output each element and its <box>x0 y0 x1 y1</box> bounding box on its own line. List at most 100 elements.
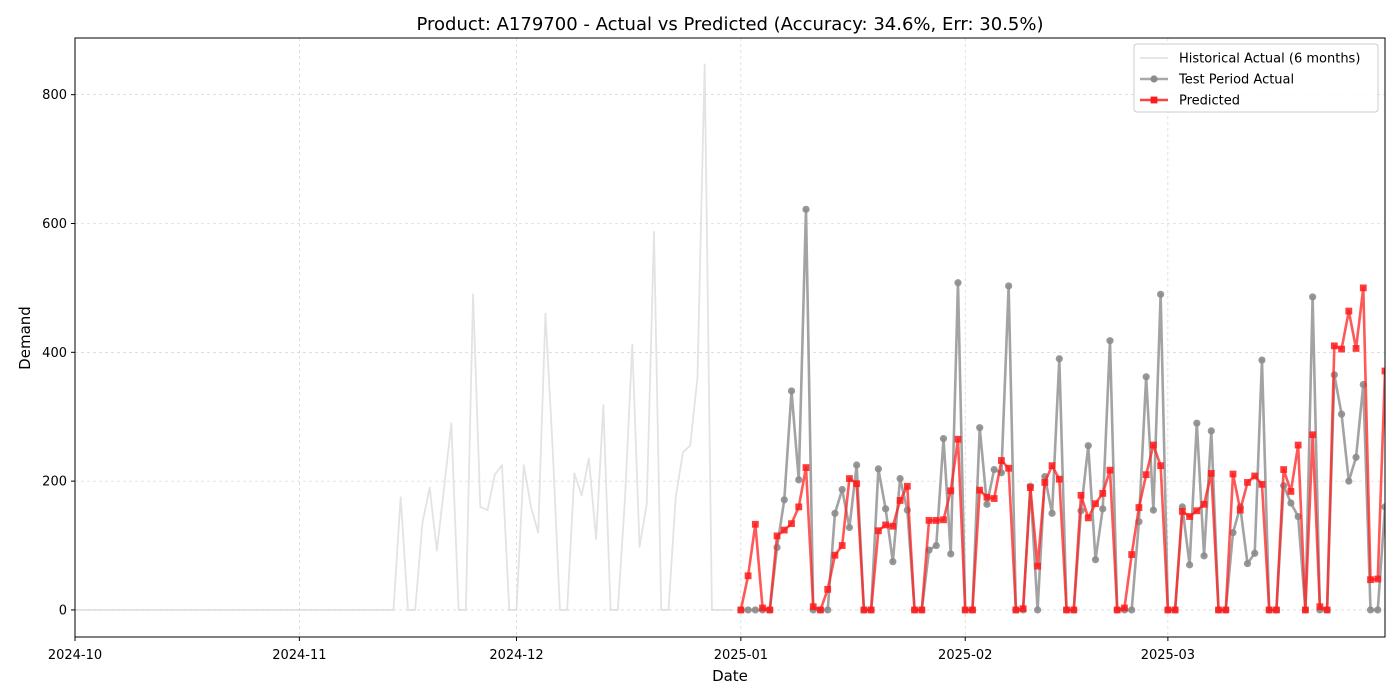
data-point <box>1121 604 1128 612</box>
y-tick-label: 600 <box>42 217 67 232</box>
data-point <box>1099 505 1107 513</box>
data-point <box>787 387 796 395</box>
legend-item: Predicted <box>1140 94 1240 109</box>
data-point <box>1041 479 1049 486</box>
series-0 <box>75 63 734 611</box>
data-point <box>889 558 897 566</box>
data-point <box>1113 606 1121 614</box>
data-point <box>1338 345 1345 353</box>
data-point <box>1149 441 1157 449</box>
data-point <box>1106 466 1114 474</box>
data-point <box>1345 307 1353 315</box>
data-point <box>1149 506 1157 514</box>
data-point <box>1323 606 1331 614</box>
x-tick-label: 2024-11 <box>272 648 326 663</box>
data-point <box>874 465 882 473</box>
data-point <box>1033 606 1042 614</box>
data-point <box>744 606 752 614</box>
data-point <box>1301 606 1309 614</box>
data-point <box>1128 551 1136 558</box>
data-point <box>780 526 788 534</box>
data-point <box>1142 471 1150 479</box>
legend-frame <box>1133 43 1379 113</box>
data-point <box>845 523 854 532</box>
data-point <box>1359 284 1367 292</box>
plot-area-frame <box>74 37 1386 638</box>
data-point <box>846 475 853 482</box>
data-point <box>1287 488 1295 495</box>
y-tick-label: 800 <box>42 88 67 103</box>
data-point <box>1251 472 1259 480</box>
data-point <box>1034 562 1041 570</box>
data-point <box>1063 606 1070 614</box>
data-point <box>809 603 817 611</box>
data-point <box>990 465 998 474</box>
chart-title: Product: A179700 - Actual vs Predicted (… <box>416 14 1043 35</box>
data-point <box>1236 506 1244 514</box>
data-point <box>744 572 752 580</box>
data-point <box>954 435 962 443</box>
y-tick-label: 200 <box>42 475 67 490</box>
data-point <box>795 503 803 511</box>
data-point <box>1374 606 1382 614</box>
data-point <box>939 435 948 443</box>
legend-item: Test Period Actual <box>1140 73 1294 88</box>
data-point <box>1186 513 1193 520</box>
data-point <box>1128 606 1136 614</box>
data-point <box>1316 603 1324 611</box>
data-point <box>1091 556 1100 564</box>
legend-swatch-marker <box>1150 96 1158 104</box>
data-point <box>1084 442 1092 450</box>
data-point <box>961 606 969 614</box>
data-point <box>1381 503 1385 511</box>
data-point <box>940 516 947 524</box>
data-point <box>1048 462 1056 470</box>
data-point <box>969 606 976 614</box>
data-point <box>795 476 803 484</box>
data-point <box>954 279 962 287</box>
data-point <box>824 585 832 593</box>
data-point <box>1330 342 1338 350</box>
data-point <box>998 457 1005 464</box>
y-tick-label: 0 <box>59 603 67 618</box>
legend-swatch-marker <box>1150 75 1158 83</box>
data-point <box>896 474 904 483</box>
data-point <box>1026 484 1034 491</box>
data-point <box>976 424 984 432</box>
data-point <box>889 522 897 530</box>
legend: Historical Actual (6 months) Test Period … <box>1133 43 1379 113</box>
data-point <box>983 493 991 501</box>
data-point <box>1381 367 1385 375</box>
data-point <box>1207 470 1215 477</box>
data-point <box>1366 606 1375 614</box>
data-point <box>831 509 839 517</box>
data-point <box>983 500 991 508</box>
data-point <box>874 527 882 535</box>
data-point <box>1171 606 1179 614</box>
series-line <box>739 286 1385 612</box>
data-point <box>1055 475 1063 483</box>
data-point <box>1374 575 1382 583</box>
legend-item: Historical Actual (6 months) <box>1140 52 1360 67</box>
data-point <box>947 487 955 495</box>
data-point <box>1084 514 1092 522</box>
data-point <box>788 520 795 528</box>
data-point <box>1099 489 1107 497</box>
data-point <box>802 205 810 213</box>
data-point <box>1258 356 1266 364</box>
data-point <box>1337 410 1346 418</box>
data-point <box>773 532 781 540</box>
data-point <box>947 550 955 558</box>
x-tick-label: 2024-10 <box>48 648 102 663</box>
data-point <box>838 542 846 549</box>
data-point <box>1265 606 1273 614</box>
data-point <box>1142 373 1150 381</box>
data-point <box>1005 282 1013 290</box>
x-axis-label: Date <box>712 667 748 685</box>
series-line <box>75 63 734 611</box>
data-point <box>1070 606 1078 614</box>
y-tick-label: 400 <box>42 346 67 361</box>
data-point <box>1135 504 1143 511</box>
data-point <box>1251 549 1259 557</box>
